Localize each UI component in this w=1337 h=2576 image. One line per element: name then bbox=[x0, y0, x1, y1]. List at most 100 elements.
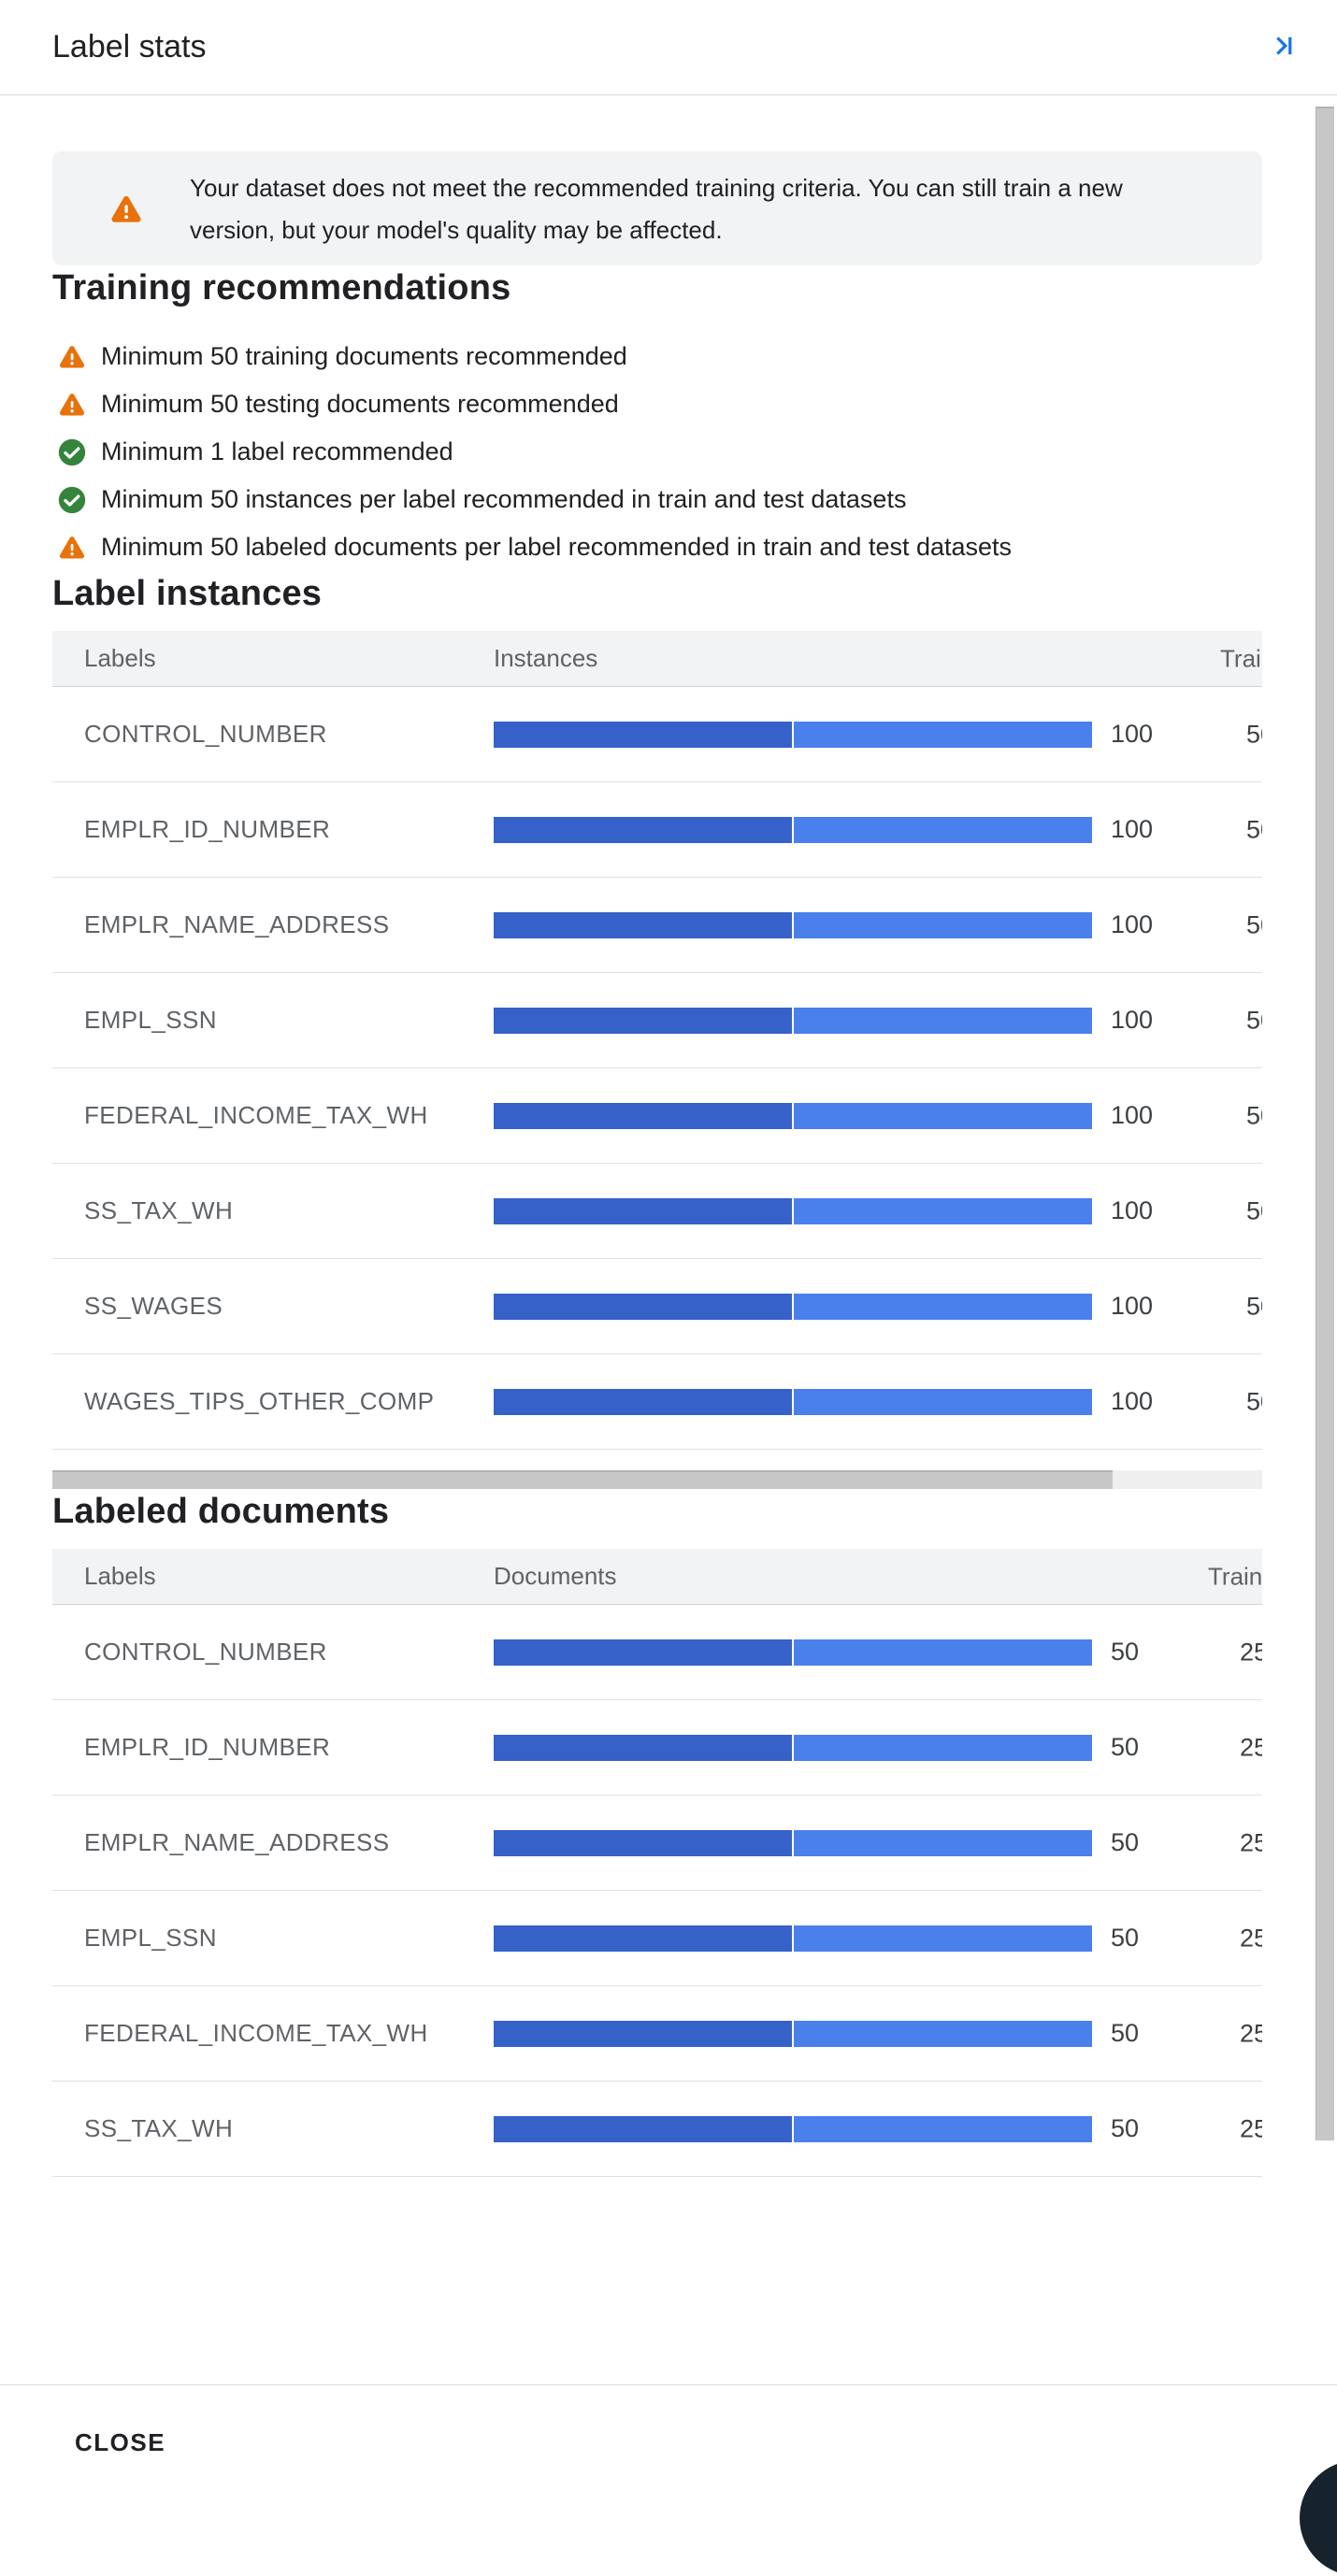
warning-icon bbox=[59, 393, 85, 415]
train-test-bar bbox=[494, 1007, 1092, 1034]
bar-train-segment bbox=[494, 2020, 792, 2047]
bar-train-segment bbox=[494, 2115, 792, 2142]
warning-icon bbox=[59, 536, 85, 558]
column-header-labels: Labels bbox=[84, 644, 156, 672]
column-header-instances: Instances bbox=[494, 644, 598, 672]
column-header-labels: Labels bbox=[84, 1562, 156, 1590]
train-test-bar bbox=[494, 1293, 1092, 1320]
list-item: Minimum 50 labeled documents per label r… bbox=[56, 523, 1262, 571]
train-test-bar bbox=[494, 721, 1092, 748]
row-label: SS_WAGES bbox=[84, 1292, 223, 1320]
list-item: Minimum 50 testing documents recommended bbox=[56, 380, 1262, 428]
bar-train-segment bbox=[494, 1639, 792, 1666]
train-test-bar bbox=[494, 1829, 1092, 1856]
table-header: Labels Instances Train bbox=[52, 631, 1262, 687]
bar-train-segment bbox=[494, 1388, 792, 1415]
train-test-bar bbox=[494, 2020, 1092, 2047]
table-row: EMPL_SSN 100 50 bbox=[52, 973, 1262, 1068]
bar-train-segment bbox=[494, 816, 792, 843]
recommendation-text: Minimum 50 testing documents recommended bbox=[101, 390, 619, 418]
table-row: FEDERAL_INCOME_TAX_WH 100 50 bbox=[52, 1068, 1262, 1164]
train-test-bar bbox=[494, 1102, 1092, 1129]
row-label: CONTROL_NUMBER bbox=[84, 1638, 327, 1666]
row-label: WAGES_TIPS_OTHER_COMP bbox=[84, 1387, 435, 1415]
table-row: FEDERAL_INCOME_TAX_WH 50 25 bbox=[52, 1986, 1262, 2082]
table-row: SS_TAX_WH 100 50 bbox=[52, 1164, 1262, 1259]
row-train-value: 25 bbox=[1240, 1638, 1262, 1666]
row-train-value: 25 bbox=[1240, 1733, 1262, 1761]
warning-triangle-icon bbox=[111, 195, 141, 222]
panel-content: Your dataset does not meet the recommend… bbox=[0, 151, 1337, 2177]
table-row: EMPL_SSN 50 25 bbox=[52, 1891, 1262, 1986]
bar-test-segment bbox=[794, 1293, 1092, 1320]
row-train-value: 50 bbox=[1246, 1101, 1262, 1129]
labeled-documents-rows: CONTROL_NUMBER 50 25 EMPLR_ID_NUMBER 50 bbox=[52, 1605, 1262, 2177]
row-train-value: 50 bbox=[1246, 910, 1262, 938]
train-test-bar bbox=[494, 1388, 1092, 1415]
row-label: SS_TAX_WH bbox=[84, 2114, 234, 2142]
row-total-value: 50 bbox=[1111, 2114, 1140, 2142]
table-row: SS_TAX_WH 50 25 bbox=[52, 2082, 1262, 2177]
bar-test-segment bbox=[794, 1925, 1092, 1952]
row-total-value: 50 bbox=[1111, 1638, 1140, 1666]
recommendations-list: Minimum 50 training documents recommende… bbox=[52, 333, 1262, 571]
row-label: SS_TAX_WH bbox=[84, 1196, 234, 1224]
bar-train-segment bbox=[494, 1925, 792, 1952]
row-total-value: 100 bbox=[1111, 1292, 1154, 1320]
row-total-value: 100 bbox=[1111, 720, 1154, 748]
train-test-bar bbox=[494, 2115, 1092, 2142]
row-total-value: 100 bbox=[1111, 1101, 1154, 1129]
row-train-value: 50 bbox=[1246, 1196, 1262, 1224]
recommendation-text: Minimum 50 training documents recommende… bbox=[101, 342, 627, 370]
bar-test-segment bbox=[794, 721, 1092, 748]
table-row: CONTROL_NUMBER 50 25 bbox=[52, 1605, 1262, 1700]
row-total-value: 100 bbox=[1111, 1006, 1154, 1034]
labeled-documents-heading: Labeled documents bbox=[52, 1492, 390, 1531]
train-test-bar bbox=[494, 1197, 1092, 1224]
label-instances-rows: CONTROL_NUMBER 100 50 EMPLR_ID_NUMBER 1 bbox=[52, 687, 1262, 1450]
label-instances-heading: Label instances bbox=[52, 574, 323, 613]
list-item: Minimum 50 instances per label recommend… bbox=[56, 476, 1262, 523]
row-label: EMPL_SSN bbox=[84, 1924, 217, 1952]
train-test-bar bbox=[494, 816, 1092, 843]
success-check-icon bbox=[58, 486, 86, 513]
row-total-value: 50 bbox=[1111, 1924, 1140, 1952]
horizontal-scrollbar[interactable] bbox=[52, 1470, 1262, 1489]
horizontal-scrollbar-thumb[interactable] bbox=[52, 1470, 1113, 1489]
train-test-bar bbox=[494, 1925, 1092, 1952]
row-label: EMPLR_NAME_ADDRESS bbox=[84, 910, 390, 938]
bar-test-segment bbox=[794, 911, 1092, 938]
bar-train-segment bbox=[494, 911, 792, 938]
success-check-icon bbox=[58, 438, 86, 465]
row-train-value: 50 bbox=[1246, 1006, 1262, 1034]
train-test-bar bbox=[494, 1639, 1092, 1666]
row-train-value: 50 bbox=[1246, 815, 1262, 843]
close-button[interactable]: CLOSE bbox=[75, 2427, 166, 2456]
bar-train-segment bbox=[494, 1734, 792, 1761]
vertical-scrollbar-thumb[interactable] bbox=[1315, 107, 1334, 2140]
row-label: EMPLR_NAME_ADDRESS bbox=[84, 1828, 390, 1856]
table-row: EMPLR_ID_NUMBER 100 50 bbox=[52, 782, 1262, 878]
bar-test-segment bbox=[794, 1734, 1092, 1761]
row-label: FEDERAL_INCOME_TAX_WH bbox=[84, 1101, 428, 1129]
column-header-train: Train bbox=[1220, 644, 1262, 672]
row-label: EMPLR_ID_NUMBER bbox=[84, 1733, 331, 1761]
bar-test-segment bbox=[794, 1388, 1092, 1415]
collapse-panel-right-icon bbox=[1267, 30, 1299, 64]
row-train-value: 50 bbox=[1246, 1387, 1262, 1415]
collapse-panel-button[interactable] bbox=[1264, 29, 1301, 66]
bar-test-segment bbox=[794, 1639, 1092, 1666]
table-row: WAGES_TIPS_OTHER_COMP 100 50 bbox=[52, 1354, 1262, 1450]
table-header: Labels Documents Train bbox=[52, 1549, 1262, 1605]
warning-banner: Your dataset does not meet the recommend… bbox=[52, 151, 1262, 265]
bar-train-segment bbox=[494, 1102, 792, 1129]
column-header-train: Train bbox=[1208, 1562, 1262, 1590]
bar-test-segment bbox=[794, 1829, 1092, 1856]
bar-train-segment bbox=[494, 1197, 792, 1224]
bar-test-segment bbox=[794, 1197, 1092, 1224]
table-row: SS_WAGES 100 50 bbox=[52, 1259, 1262, 1354]
label-instances-table: Labels Instances Train CONTROL_NUMBER 10… bbox=[52, 631, 1262, 1450]
row-label: EMPLR_ID_NUMBER bbox=[84, 815, 331, 843]
bar-test-segment bbox=[794, 2115, 1092, 2142]
table-row: EMPLR_NAME_ADDRESS 50 25 bbox=[52, 1796, 1262, 1891]
